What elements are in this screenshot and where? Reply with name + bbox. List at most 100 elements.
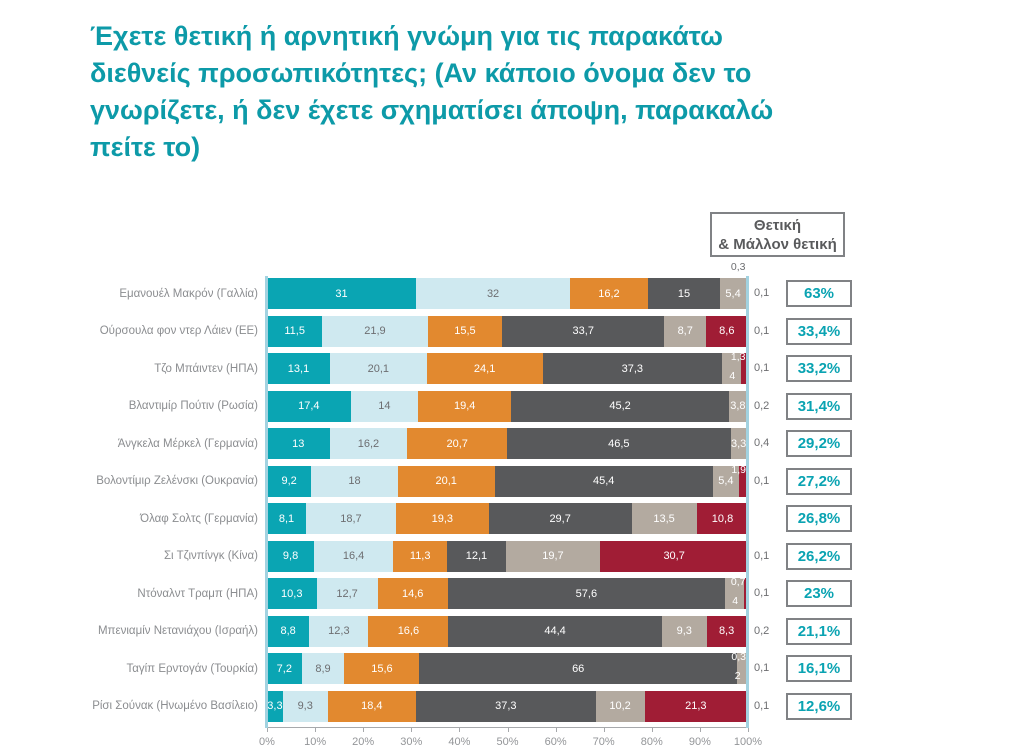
segment-value-label: 3,8 <box>730 400 746 412</box>
bar-segment: 11,3 <box>393 540 448 572</box>
segment-value-label: 10,2 <box>609 700 631 712</box>
x-axis-tick <box>651 727 653 732</box>
segment-value-label: 37,3 <box>495 700 517 712</box>
bar-row: 9,8 16,4 11,3 12,1 19,7 30,7 <box>267 540 753 572</box>
segment-value-label: 16,4 <box>342 550 365 562</box>
segment-value-label: 0,3 <box>730 261 746 273</box>
x-axis-tick-label: 20% <box>352 736 375 748</box>
segment-value-label: 7,2 <box>276 662 292 675</box>
x-axis-tick-label: 90% <box>688 736 711 748</box>
bar-segment: 37,3 <box>542 353 723 384</box>
segment-value-label: 29,7 <box>549 512 571 525</box>
bar-row: 9,2 18 20,1 45,4 5,4 1,9 <box>267 464 753 497</box>
bar-segment: 18,7 <box>305 503 396 534</box>
segment-value-label: 57,6 <box>575 587 598 600</box>
outside-value-label: 0,1 <box>754 287 770 299</box>
row-label: Ρίσι Σούνακ (Ηνωμένο Βασίλειο) <box>92 700 258 712</box>
segment-value-label: 4 <box>732 595 739 607</box>
bar-segment: 15,5 <box>427 315 503 347</box>
bar-segment: 12,3 <box>309 615 369 647</box>
bar-segment: 45,2 <box>511 390 729 422</box>
row-label: Ούρσουλα φον ντερ Λάιεν (ΕΕ) <box>99 325 258 337</box>
row-label: Εμανουέλ Μακρόν (Γαλλία) <box>119 287 258 300</box>
bar-segment: 19,3 <box>395 503 489 534</box>
bar-segment: 12,1 <box>447 540 506 572</box>
segment-value-label: 13,1 <box>287 362 310 375</box>
bar-segment: 9,2 <box>267 465 312 497</box>
segment-value-label: 16,2 <box>357 437 380 450</box>
x-axis-tick-label: 40% <box>448 736 471 748</box>
bar-segment: 11,5 <box>267 315 323 347</box>
x-axis-tick-label: 100% <box>733 736 763 748</box>
bar-segment: 30,7 <box>600 540 748 572</box>
axis-zero-line <box>265 276 268 728</box>
pct-badge: 27,2% <box>786 467 852 495</box>
bar-segment: 8,7 <box>664 315 707 347</box>
segment-value-label: 0,7 <box>730 576 746 588</box>
bar-row: 8,1 18,7 19,3 29,7 13,5 10,8 <box>267 503 753 534</box>
segment-value-label: 18,4 <box>361 700 383 712</box>
segment-value-label: 20,7 <box>446 437 468 450</box>
bar-segment: 37,3 <box>416 690 596 722</box>
segment-value-label: 37,3 <box>621 362 644 375</box>
x-axis-tick <box>363 727 365 732</box>
row-label: Ταγίπ Ερντογάν (Τουρκία) <box>126 662 258 675</box>
bar-row: 17,4 14 19,4 45,2 3,8 <box>267 390 753 422</box>
pct-badge: 26,8% <box>786 505 852 532</box>
bar-segment: 9,3 <box>661 615 707 647</box>
bar-segment: 10,8 <box>696 503 749 534</box>
segment-value-label: 18,7 <box>340 512 362 525</box>
segment-value-label: 15,5 <box>454 325 476 337</box>
segment-value-label: 44,4 <box>544 625 566 637</box>
x-axis-tick-label: 10% <box>304 736 327 748</box>
bar-segment: 18,4 <box>327 690 417 722</box>
segment-value-label: 15 <box>677 287 691 300</box>
row-label: Βολοντίμιρ Ζελένσκι (Ουκρανία) <box>96 475 258 487</box>
segment-value-label: 31 <box>335 287 348 300</box>
segment-value-label: 9,2 <box>281 475 297 487</box>
pct-badge: 31,4% <box>786 392 852 420</box>
bar-segment: 24,1 <box>426 353 543 384</box>
segment-value-label: 8,1 <box>278 512 295 525</box>
segment-value-label: 3,3 <box>267 700 283 712</box>
segment-value-label: 1,3 <box>730 351 746 363</box>
page-title-line: Έχετε θετική ή αρνητική γνώμη για τις πα… <box>90 21 723 51</box>
bar-segment: 15,6 <box>344 653 420 684</box>
bar-segment: 18 <box>311 465 398 497</box>
legend-line-1: Θετική <box>753 216 802 234</box>
bar-segment: 21,9 <box>322 315 428 347</box>
bar-row: 13,1 20,1 24,1 37,3 4 1,3 <box>267 351 753 384</box>
bar-segment: 8,6 <box>706 315 748 347</box>
bar-row: 11,5 21,9 15,5 33,7 8,7 8,6 <box>267 315 753 347</box>
segment-value-label: 5,4 <box>725 287 741 300</box>
segment-value-label: 0,3 <box>731 651 746 663</box>
outside-value-label: 0,1 <box>754 474 770 487</box>
segment-value-label: 8,9 <box>315 662 331 675</box>
row-label: Βλαντιμίρ Πούτιν (Ρωσία) <box>128 400 258 412</box>
page-title-line: πείτε το) <box>90 132 201 162</box>
bar-segment: 15 <box>647 278 721 309</box>
bar-segment: 46,5 <box>507 428 731 459</box>
segment-value-label: 8,6 <box>719 325 735 337</box>
segment-value-label: 17,4 <box>298 400 320 412</box>
bar-segment: 5,4 <box>720 278 747 309</box>
segment-value-label: 5,4 <box>718 475 734 487</box>
segment-value-label: 15,6 <box>371 662 393 675</box>
x-axis-tick-label: 70% <box>592 736 615 748</box>
segment-value-label: 9,8 <box>282 550 299 562</box>
segment-value-label: 18 <box>348 475 361 487</box>
x-axis-tick <box>315 727 317 732</box>
x-axis-tick <box>411 727 413 732</box>
outside-value-label: 0,2 <box>754 624 770 637</box>
bar-segment: 8,1 <box>267 503 306 534</box>
page-title-line: διεθνείς προσωπικότητες; (Αν κάποιο όνομ… <box>90 58 752 88</box>
bar-segment: 19,7 <box>505 540 601 572</box>
bar-row: 8,8 12,3 16,6 44,4 9,3 8,3 <box>267 615 753 647</box>
segment-value-label: 30,7 <box>663 550 685 562</box>
segment-value-label: 19,4 <box>453 400 476 412</box>
segment-value-label: 9,3 <box>676 625 692 637</box>
x-axis-tick <box>267 727 268 732</box>
legend-box: Θετική & Μάλλον θετική <box>710 212 845 257</box>
bar-segment: 31 <box>267 278 417 309</box>
